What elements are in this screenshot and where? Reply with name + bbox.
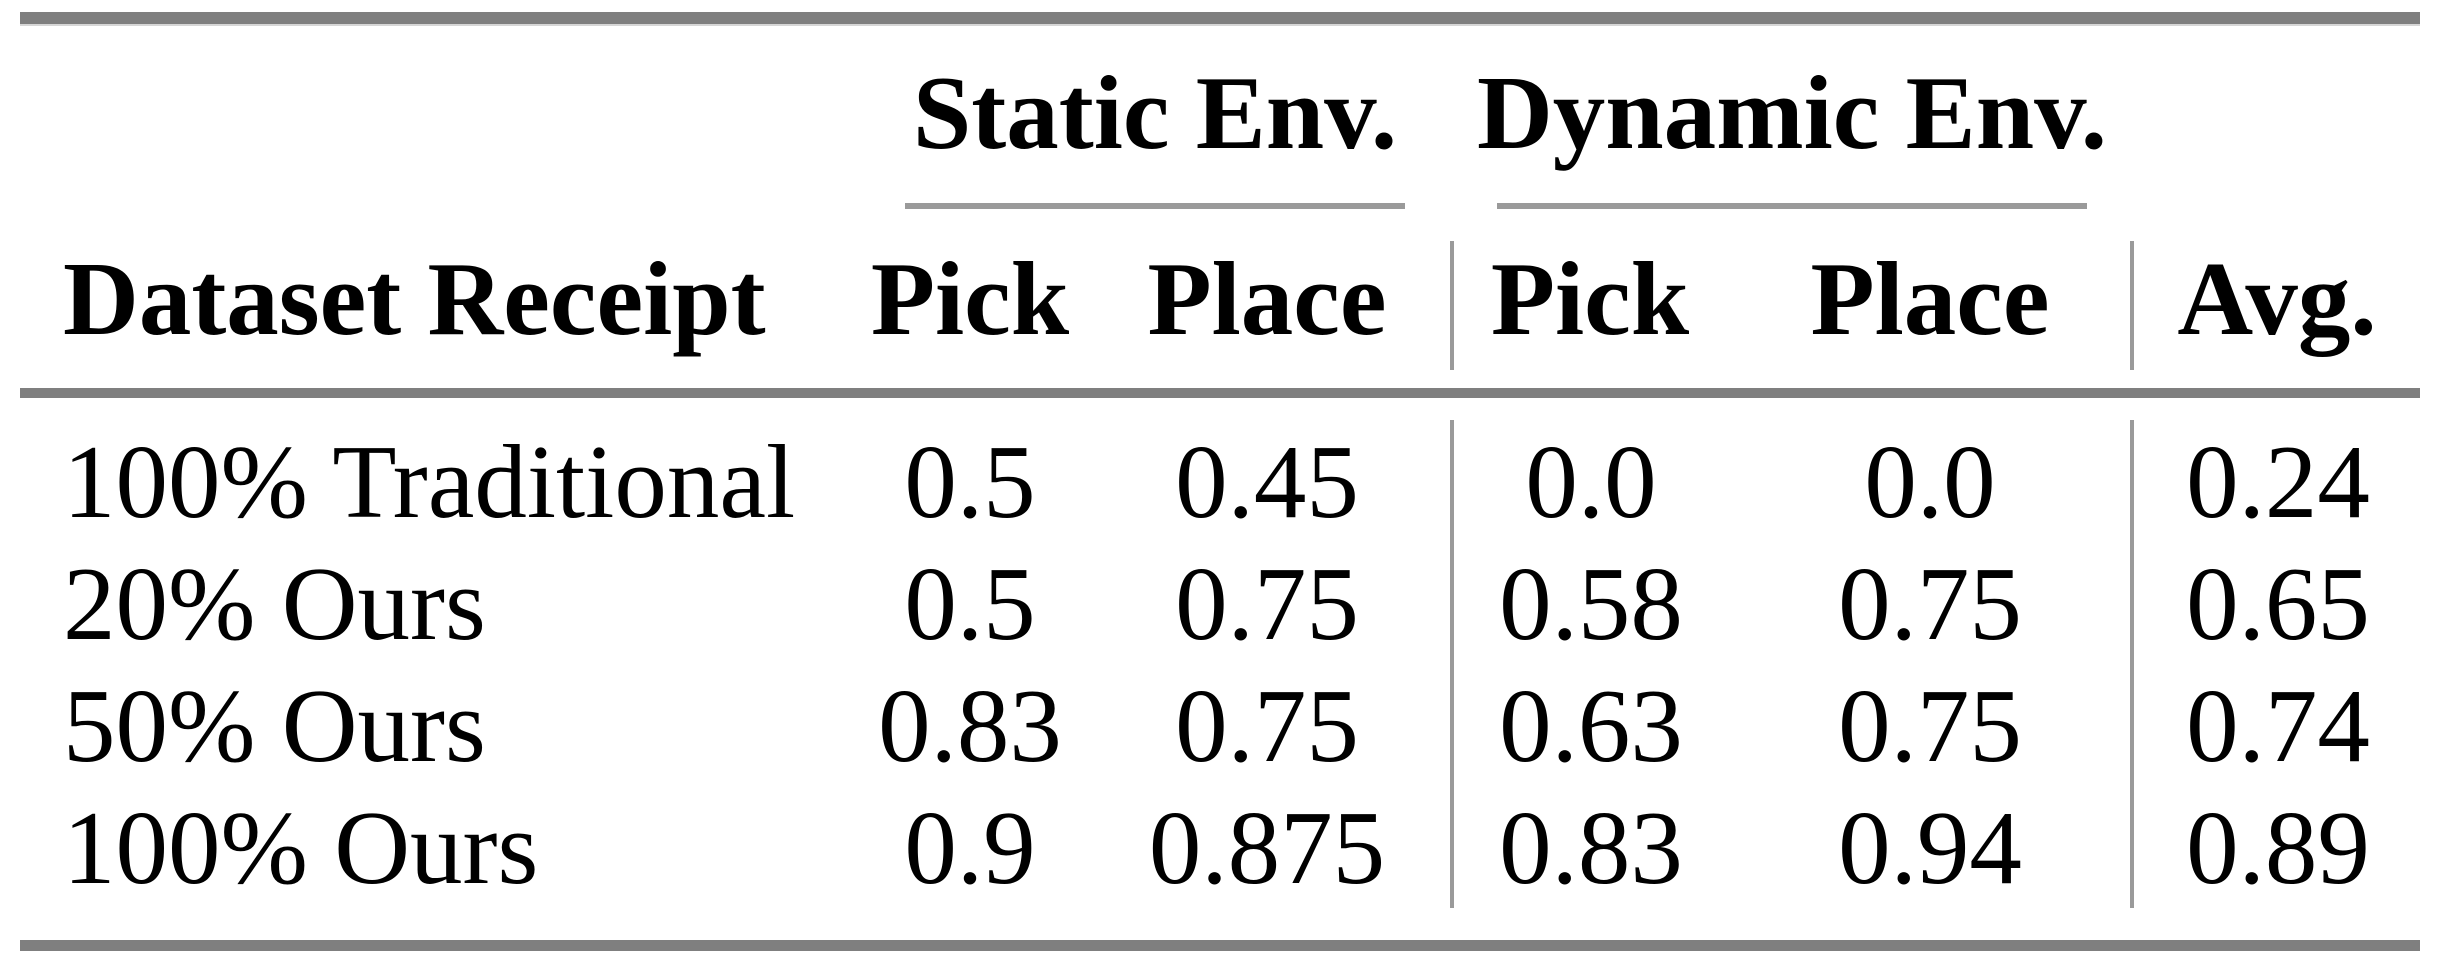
vertical-separator-1 (1450, 241, 1454, 370)
cell-avg: 0.74 (2130, 664, 2422, 786)
dynamic-env-cmidrule (1497, 203, 2087, 209)
table-body: 100% Traditional 0.5 0.45 0.0 0.0 0.24 2… (18, 398, 2422, 908)
cell-avg: 0.24 (2130, 420, 2422, 542)
group-row-spacer-left (18, 24, 858, 209)
cell-dynamic-place: 0.94 (1838, 788, 2022, 906)
cell-avg: 0.65 (2130, 542, 2422, 664)
header-body-rule (20, 388, 2420, 398)
cell-static-pick: 0.9 (904, 788, 1036, 906)
cell-avg: 0.89 (2130, 786, 2422, 908)
static-env-cmidrule (905, 203, 1405, 209)
row-label: 50% Ours (63, 666, 486, 784)
dynamic-env-group-label: Dynamic Env. (1476, 54, 2108, 171)
cell-static-place: 0.75 (1175, 666, 1359, 784)
bottom-rule (20, 940, 2420, 951)
cell-dynamic-place: 0.75 (1838, 666, 2022, 784)
cell-dynamic-pick: 0.83 (1450, 786, 1728, 908)
table-header: Static Env. Dynamic Env. Dataset Receipt… (18, 24, 2422, 388)
cell-static-place: 0.75 (1175, 544, 1359, 662)
header-dynamic-place: Place (1810, 240, 2050, 357)
header-avg: Avg. (2130, 209, 2422, 388)
static-env-group-label: Static Env. (912, 54, 1398, 171)
group-row-spacer-right (2132, 24, 2422, 209)
cell-static-place: 0.45 (1175, 422, 1359, 540)
header-avg-label: Avg. (2177, 240, 2377, 357)
row-label: 100% Ours (63, 788, 539, 906)
header-dynamic-pick-label: Pick (1490, 240, 1690, 357)
cell-dynamic-place: 0.0 (1864, 422, 1996, 540)
top-rule (20, 12, 2420, 26)
cell-dynamic-pick: 0.63 (1450, 664, 1728, 786)
row-label: 20% Ours (63, 544, 486, 662)
row-label: 100% Traditional (63, 422, 796, 540)
cell-dynamic-place: 0.75 (1838, 544, 2022, 662)
column-group-static-env: Static Env. (858, 24, 1452, 209)
cell-dynamic-pick: 0.0 (1450, 420, 1728, 542)
header-static-place: Place (1147, 240, 1387, 357)
cell-static-place: 0.875 (1148, 788, 1386, 906)
cell-static-pick: 0.5 (904, 422, 1036, 540)
header-dataset-receipt: Dataset Receipt (63, 240, 766, 357)
cell-static-pick: 0.83 (878, 666, 1062, 784)
cell-dynamic-pick: 0.58 (1450, 542, 1728, 664)
header-static-pick: Pick (870, 240, 1070, 357)
column-group-dynamic-env: Dynamic Env. (1452, 24, 2132, 209)
header-dynamic-pick: Pick (1450, 209, 1728, 388)
vertical-separator-2 (2130, 241, 2134, 370)
cell-static-pick: 0.5 (904, 544, 1036, 662)
